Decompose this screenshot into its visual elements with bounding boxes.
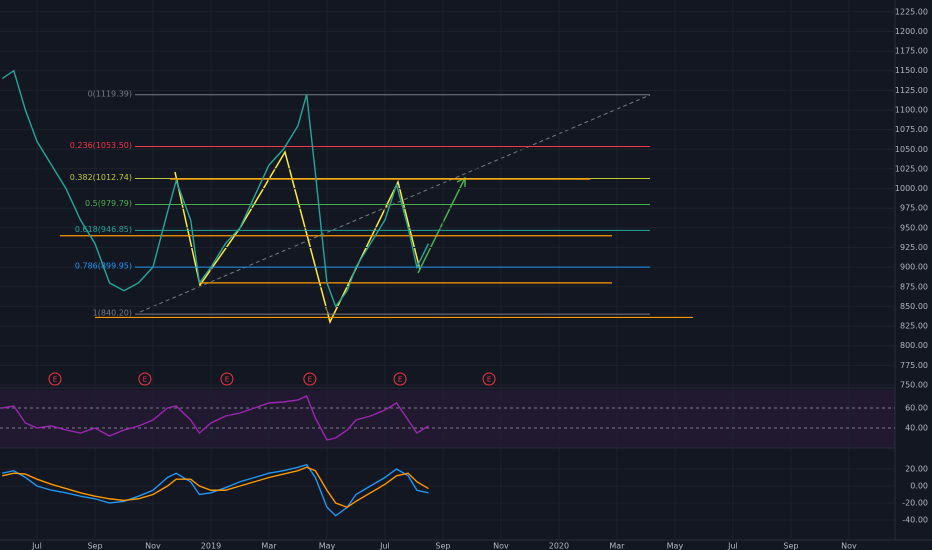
y-tick-label: 1100.00	[895, 106, 928, 115]
earnings-label: E	[308, 376, 312, 384]
earnings-marker	[393, 372, 407, 386]
macd-line	[2, 466, 429, 509]
y-tick-label: 950.00	[900, 223, 928, 232]
fib-label: 1(840.20)	[93, 309, 132, 318]
pattern-zigzag	[174, 150, 421, 325]
earnings-label: E	[53, 376, 57, 384]
fib-label: 0.618(946.85)	[75, 225, 132, 234]
x-tick-label: 2020	[549, 542, 569, 550]
y-tick-label: 1225.00	[895, 7, 928, 16]
x-tick-label: Nov	[841, 542, 857, 550]
y-tick-label: 975.00	[900, 204, 928, 213]
arrow-head	[456, 176, 466, 187]
y-tick-label: 1125.00	[895, 86, 928, 95]
x-tick-label: 2019	[201, 542, 221, 550]
x-tick-label: May	[667, 542, 684, 550]
trend-line	[139, 94, 651, 313]
fib-label: 0(1119.39)	[88, 89, 132, 98]
y-tick-label: 40.00	[905, 424, 928, 433]
y-tick-label: 60.00	[905, 404, 928, 413]
y-tick-label: 1200.00	[895, 27, 928, 36]
earnings-marker	[220, 372, 234, 386]
x-tick-label: Jul	[31, 542, 42, 550]
earnings-label: E	[487, 376, 491, 384]
y-tick-label: 1150.00	[895, 66, 928, 75]
macd-line	[2, 463, 429, 517]
x-tick-label: Jul	[727, 542, 738, 550]
rsi-pane	[0, 390, 895, 448]
earnings-label: E	[225, 376, 229, 384]
y-tick-label: 750.00	[900, 381, 928, 390]
y-tick-label: 800.00	[900, 341, 928, 350]
projection-arrow	[417, 177, 466, 274]
price-line	[1, 69, 430, 308]
x-tick-label: May	[319, 542, 336, 550]
y-tick-label: 1025.00	[895, 164, 928, 173]
x-tick-label: Sep	[783, 542, 798, 550]
y-tick-label: 1000.00	[895, 184, 928, 193]
y-tick-label: -20.00	[902, 499, 928, 508]
y-tick-label: 875.00	[900, 282, 928, 291]
fib-label: 0.382(1012.74)	[70, 173, 132, 182]
fib-label: 0.236(1053.50)	[70, 141, 132, 150]
y-tick-label: 850.00	[900, 302, 928, 311]
y-tick-label: 775.00	[900, 361, 928, 370]
earnings-marker	[48, 372, 62, 386]
fib-label: 0.5(979.79)	[85, 199, 132, 208]
y-tick-label: 0.00	[910, 481, 928, 490]
earnings-marker	[303, 372, 317, 386]
x-tick-label: Sep	[435, 542, 450, 550]
earnings-marker	[138, 372, 152, 386]
rsi-line	[2, 395, 429, 441]
earnings-label: E	[143, 376, 147, 384]
y-tick-label: -40.00	[902, 516, 928, 525]
y-tick-label: 1050.00	[895, 145, 928, 154]
y-tick-label: 1075.00	[895, 125, 928, 134]
y-tick-label: 1175.00	[895, 47, 928, 56]
earnings-marker	[482, 372, 496, 386]
x-tick-label: Jul	[379, 542, 390, 550]
y-tick-label: 825.00	[900, 322, 928, 331]
x-tick-label: Sep	[87, 542, 102, 550]
x-tick-label: Mar	[261, 542, 277, 550]
x-tick-label: Nov	[493, 542, 509, 550]
y-tick-label: 900.00	[900, 263, 928, 272]
x-tick-label: Nov	[145, 542, 161, 550]
earnings-label: E	[398, 376, 402, 384]
y-tick-label: 925.00	[900, 243, 928, 252]
y-tick-label: 20.00	[905, 464, 928, 473]
x-tick-label: Mar	[609, 542, 625, 550]
